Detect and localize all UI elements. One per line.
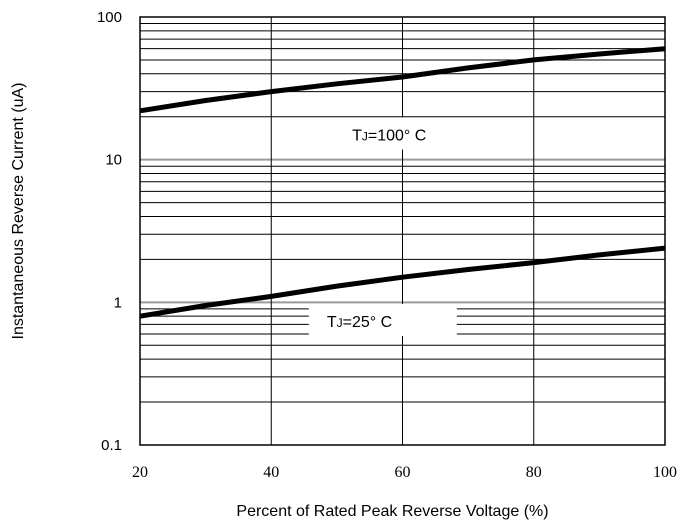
y-tick-label: 1 [114,294,122,311]
x-tick-label: 20 [132,464,148,481]
series-line-1 [139,46,666,114]
x-tick-label: 100 [653,464,677,481]
series-lines [139,46,666,319]
annotation-box [334,117,485,150]
major-gridlines [140,17,665,445]
series-line-2 [139,245,666,319]
annotation-label: TJ=25° C [327,314,392,331]
y-tick-labels: 0.1 1 10 100 [97,9,122,454]
annotation-label: TJ=100° C [352,128,426,145]
x-tick-labels: 20 40 60 80 100 [132,464,677,481]
x-tick-label: 80 [526,464,542,481]
x-axis-title: Percent of Rated Peak Reverse Voltage (%… [236,503,548,520]
plot-frame [139,16,666,446]
y-tick-label: 0.1 [101,437,122,454]
y-tick-label: 100 [97,9,122,26]
y-axis-title: Instantaneous Reverse Current (uA) [10,82,27,339]
x-tick-label: 60 [395,464,411,481]
annotations: TJ=100° C TJ=25° C [308,117,485,336]
annotation-box [308,303,457,336]
x-tick-label: 40 [263,464,279,481]
y-tick-label: 10 [105,152,122,169]
